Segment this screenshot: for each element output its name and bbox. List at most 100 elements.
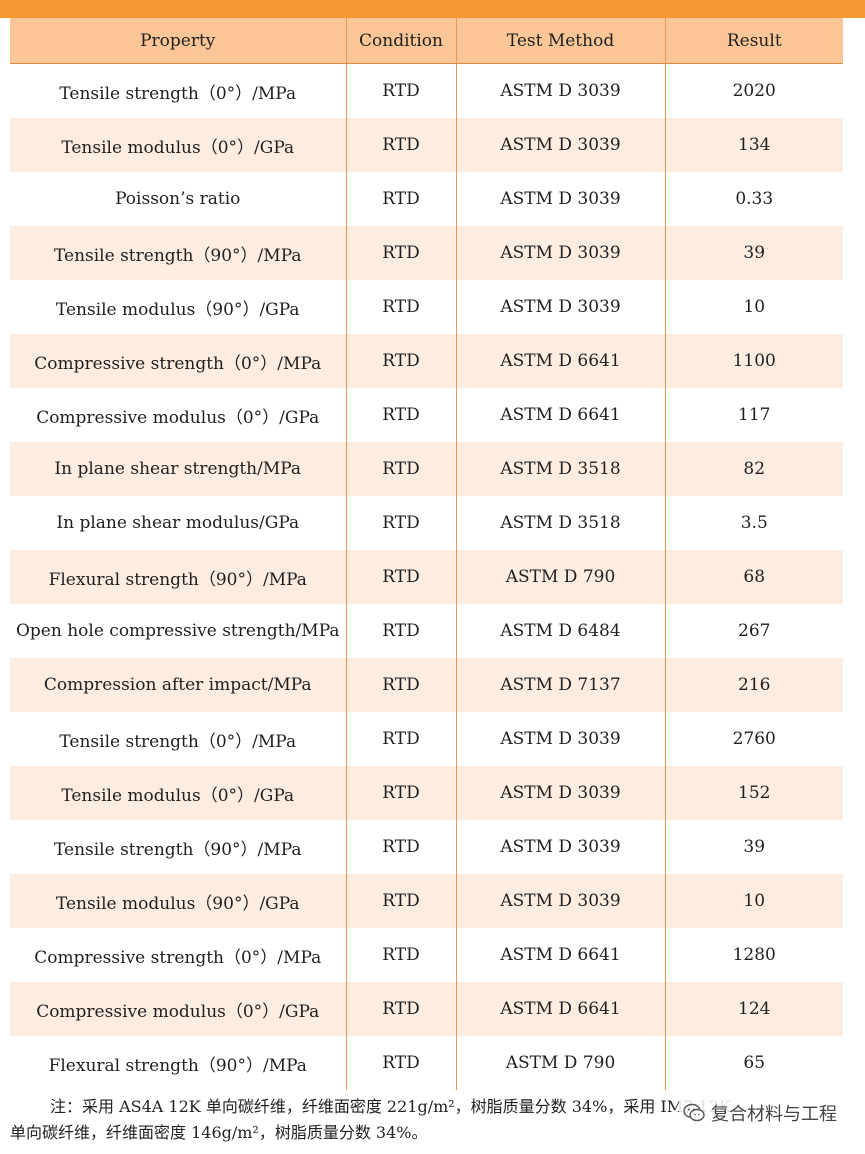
property-cell: Compressive strength（0°）/MPa — [10, 334, 346, 388]
table-row: Tensile strength（90°）/MPa RTD ASTM D 3039 3… — [10, 226, 843, 280]
condition-cell: RTD — [345, 388, 456, 442]
condition-cell: RTD — [345, 658, 456, 712]
condition-cell: RTD — [345, 982, 456, 1036]
condition-cell: RTD — [345, 63, 456, 118]
result-cell: 152 — [664, 766, 843, 820]
property-cell: In plane shear modulus/GPa — [10, 496, 346, 550]
test-method-cell: ASTM D 3039 — [455, 172, 665, 226]
table-row: Tensile modulus（90°）/GPa RTD ASTM D 3039 10 — [10, 874, 843, 928]
property-cell: Tensile modulus（0°）/GPa — [10, 766, 346, 820]
result-cell: 2020 — [664, 63, 843, 118]
condition-cell: RTD — [345, 820, 456, 874]
condition-cell: RTD — [345, 550, 456, 604]
condition-cell: RTD — [345, 766, 456, 820]
table-row: Compressive modulus（0°）/GPa RTD ASTM D 664… — [10, 982, 843, 1036]
test-method-cell: ASTM D 3039 — [455, 280, 665, 334]
table-row: Compressive strength（0°）/MPa RTD ASTM D 66… — [10, 928, 843, 982]
table-row: In plane shear strength/MPa RTD ASTM D 351… — [10, 442, 843, 496]
condition-cell: RTD — [345, 604, 456, 658]
test-method-cell: ASTM D 3039 — [455, 766, 665, 820]
property-cell: In plane shear strength/MPa — [10, 442, 346, 496]
condition-cell: RTD — [345, 334, 456, 388]
table-row: Compression after impact/MPa RTD ASTM D 71… — [10, 658, 843, 712]
table-row: Open hole compressive strength/MPa RTD AST… — [10, 604, 843, 658]
test-method-cell: ASTM D 790 — [455, 550, 665, 604]
table-row: Tensile modulus（0°）/GPa RTD ASTM D 3039 152 — [10, 766, 843, 820]
watermark: 复合材料与工程 — [679, 1100, 841, 1126]
result-cell: 2760 — [664, 712, 843, 766]
property-cell: Tensile strength（0°）/MPa — [10, 712, 346, 766]
table-row: Compressive modulus（0°）/GPa RTD ASTM D 664… — [10, 388, 843, 442]
table-row: Tensile strength（0°）/MPa RTD ASTM D 3039 27… — [10, 712, 843, 766]
property-cell: Compressive strength（0°）/MPa — [10, 928, 346, 982]
property-cell: Compressive modulus（0°）/GPa — [10, 982, 346, 1036]
header-result: Result — [664, 18, 843, 64]
result-cell: 1100 — [664, 334, 843, 388]
properties-table: Property Condition Test Method Result Te… — [10, 18, 843, 1090]
test-method-cell: ASTM D 3039 — [455, 118, 665, 172]
property-cell: Poisson’s ratio — [10, 172, 346, 226]
property-cell: Tensile modulus（0°）/GPa — [10, 118, 346, 172]
table-body: Tensile strength（0°）/MPa RTD ASTM D 3039 20… — [10, 63, 843, 1090]
table-row: In plane shear modulus/GPa RTD ASTM D 3518… — [10, 496, 843, 550]
table-row: Flexural strength（90°）/MPa RTD ASTM D 790 6… — [10, 1036, 843, 1090]
condition-cell: RTD — [345, 172, 456, 226]
footnote-line-2: 单向碳纤维，纤维面密度 146g/m²，树脂质量分数 34%。 — [10, 1123, 428, 1142]
result-cell: 1280 — [664, 928, 843, 982]
test-method-cell: ASTM D 6641 — [455, 388, 665, 442]
property-cell: Tensile strength（90°）/MPa — [10, 226, 346, 280]
top-accent-bar — [0, 0, 865, 18]
condition-cell: RTD — [345, 874, 456, 928]
result-cell: 216 — [664, 658, 843, 712]
result-cell: 10 — [664, 874, 843, 928]
test-method-cell: ASTM D 6641 — [455, 334, 665, 388]
property-cell: Tensile modulus（90°）/GPa — [10, 280, 346, 334]
test-method-cell: ASTM D 790 — [455, 1036, 665, 1090]
condition-cell: RTD — [345, 928, 456, 982]
header-property: Property — [10, 18, 346, 64]
watermark-text: 复合材料与工程 — [711, 1104, 837, 1125]
property-cell: Open hole compressive strength/MPa — [10, 604, 346, 658]
condition-cell: RTD — [345, 118, 456, 172]
table-row: Tensile strength（0°）/MPa RTD ASTM D 3039 20… — [10, 63, 843, 118]
property-cell: Flexural strength（90°）/MPa — [10, 1036, 346, 1090]
result-cell: 39 — [664, 820, 843, 874]
table-row: Poisson’s ratio RTD ASTM D 3039 0.33 — [10, 172, 843, 226]
wechat-icon — [683, 1103, 705, 1122]
header-test-method: Test Method — [455, 18, 665, 64]
test-method-cell: ASTM D 6641 — [455, 928, 665, 982]
test-method-cell: ASTM D 6641 — [455, 982, 665, 1036]
property-cell: Compression after impact/MPa — [10, 658, 346, 712]
condition-cell: RTD — [345, 280, 456, 334]
test-method-cell: ASTM D 3039 — [455, 874, 665, 928]
result-cell: 124 — [664, 982, 843, 1036]
result-cell: 68 — [664, 550, 843, 604]
condition-cell: RTD — [345, 712, 456, 766]
result-cell: 0.33 — [664, 172, 843, 226]
property-cell: Tensile modulus（90°）/GPa — [10, 874, 346, 928]
property-cell: Tensile strength（0°）/MPa — [10, 63, 346, 118]
header-condition: Condition — [345, 18, 456, 64]
test-method-cell: ASTM D 3518 — [455, 442, 665, 496]
property-cell: Compressive modulus（0°）/GPa — [10, 388, 346, 442]
condition-cell: RTD — [345, 1036, 456, 1090]
result-cell: 117 — [664, 388, 843, 442]
test-method-cell: ASTM D 3039 — [455, 226, 665, 280]
property-cell: Tensile strength（90°）/MPa — [10, 820, 346, 874]
result-cell: 10 — [664, 280, 843, 334]
condition-cell: RTD — [345, 496, 456, 550]
table-row: Tensile modulus（90°）/GPa RTD ASTM D 3039 10 — [10, 280, 843, 334]
test-method-cell: ASTM D 3039 — [455, 63, 665, 118]
result-cell: 134 — [664, 118, 843, 172]
table-row: Tensile modulus（0°）/GPa RTD ASTM D 3039 134 — [10, 118, 843, 172]
test-method-cell: ASTM D 3039 — [455, 712, 665, 766]
result-cell: 3.5 — [664, 496, 843, 550]
table-row: Compressive strength（0°）/MPa RTD ASTM D 66… — [10, 334, 843, 388]
test-method-cell: ASTM D 7137 — [455, 658, 665, 712]
result-cell: 65 — [664, 1036, 843, 1090]
condition-cell: RTD — [345, 442, 456, 496]
property-cell: Flexural strength（90°）/MPa — [10, 550, 346, 604]
table-header-row: Property Condition Test Method Result — [10, 18, 843, 64]
result-cell: 39 — [664, 226, 843, 280]
result-cell: 267 — [664, 604, 843, 658]
